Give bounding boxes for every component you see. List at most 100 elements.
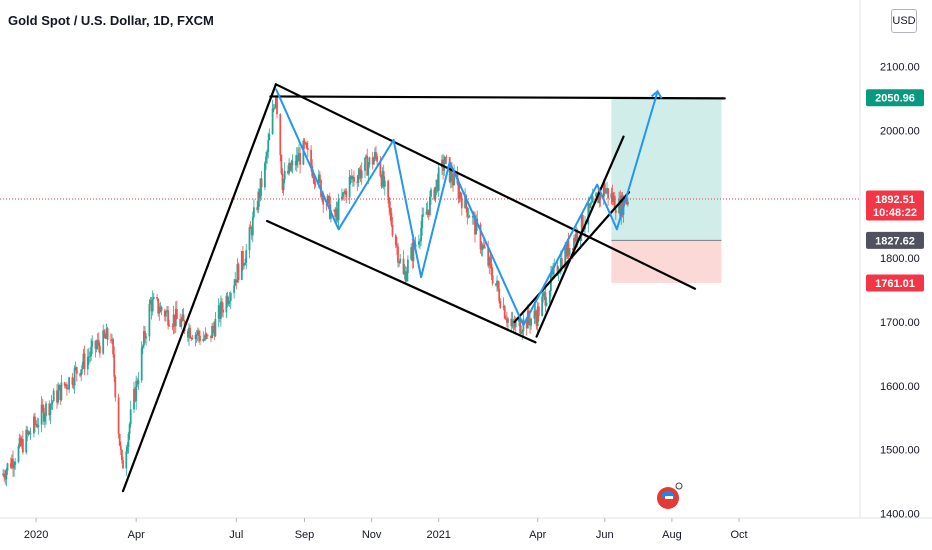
candle — [348, 169, 351, 205]
candle — [12, 450, 14, 477]
candle — [620, 192, 623, 225]
candle — [17, 443, 20, 464]
candle — [404, 265, 407, 283]
candle — [88, 347, 90, 365]
y-tick-label: 1800.00 — [880, 253, 920, 265]
candle — [282, 178, 285, 196]
candle — [29, 427, 32, 441]
candle — [605, 188, 607, 194]
candle — [73, 365, 76, 394]
candle — [240, 250, 243, 281]
candle — [495, 283, 497, 287]
candle — [75, 366, 78, 382]
candle — [89, 351, 91, 363]
candle — [387, 179, 389, 204]
candle — [173, 314, 176, 334]
candle — [157, 298, 160, 317]
candle — [41, 398, 44, 413]
candle — [280, 154, 283, 175]
candle — [248, 224, 251, 259]
candle — [236, 258, 239, 283]
candle — [611, 184, 614, 206]
candle — [194, 332, 197, 347]
candle — [480, 241, 483, 257]
candle — [214, 311, 217, 337]
candle — [233, 278, 235, 299]
candle — [294, 154, 297, 171]
candle — [542, 290, 545, 303]
x-tick-label: 2021 — [426, 529, 450, 541]
candle — [229, 290, 232, 310]
x-tick-label: Jul — [229, 529, 243, 541]
candle — [68, 376, 70, 393]
candle — [352, 175, 354, 187]
candle — [182, 308, 185, 322]
drawings-layer — [0, 83, 860, 493]
candle — [607, 188, 609, 206]
candle — [519, 317, 521, 335]
candle — [67, 387, 69, 390]
candle — [272, 104, 275, 113]
candle — [341, 188, 343, 202]
candle — [211, 323, 213, 339]
candle — [427, 209, 430, 221]
candle — [419, 238, 421, 250]
candle — [106, 326, 109, 346]
candle — [625, 199, 628, 205]
candle — [49, 403, 52, 425]
candle — [206, 334, 209, 340]
candle — [382, 164, 385, 190]
candle — [134, 386, 136, 403]
candle — [35, 420, 37, 428]
trendline-1[interactable] — [121, 83, 277, 493]
candle — [372, 156, 375, 165]
candle — [195, 329, 198, 343]
candle — [491, 267, 494, 286]
currency-button[interactable]: USD — [891, 9, 917, 33]
stop-loss-value: 1761.01 — [875, 278, 915, 290]
candle — [121, 449, 123, 464]
candle — [512, 318, 515, 333]
trendline-3[interactable] — [266, 219, 537, 344]
zigzag-projection[interactable] — [274, 88, 659, 327]
candle — [358, 167, 361, 180]
candle — [114, 375, 117, 402]
trendline-2[interactable] — [274, 83, 697, 290]
candle — [225, 292, 228, 319]
candle — [444, 156, 447, 165]
candle — [468, 214, 471, 218]
candle — [391, 217, 394, 238]
candle — [481, 242, 484, 257]
candle — [337, 193, 340, 229]
candle — [58, 383, 61, 391]
trendline-4[interactable] — [269, 95, 726, 100]
candle — [298, 144, 300, 162]
candle — [119, 441, 122, 456]
candle — [460, 193, 463, 216]
candle — [97, 332, 100, 353]
candle — [167, 305, 169, 330]
loss-zone[interactable] — [611, 240, 722, 283]
candle — [56, 384, 58, 409]
candle — [499, 298, 502, 310]
candle — [402, 250, 405, 275]
candle — [33, 413, 35, 438]
candle — [105, 323, 108, 339]
profit-zone[interactable] — [611, 97, 722, 241]
candle — [90, 338, 92, 361]
candle — [403, 263, 406, 280]
candle — [434, 186, 437, 203]
candle — [489, 253, 492, 269]
candle — [589, 201, 592, 209]
candle — [250, 225, 253, 240]
trendline-5[interactable] — [535, 135, 625, 338]
candle — [128, 422, 131, 440]
candle — [2, 468, 4, 477]
candle — [496, 275, 498, 292]
candle — [275, 96, 277, 109]
candle — [498, 281, 501, 304]
candle — [287, 165, 289, 175]
